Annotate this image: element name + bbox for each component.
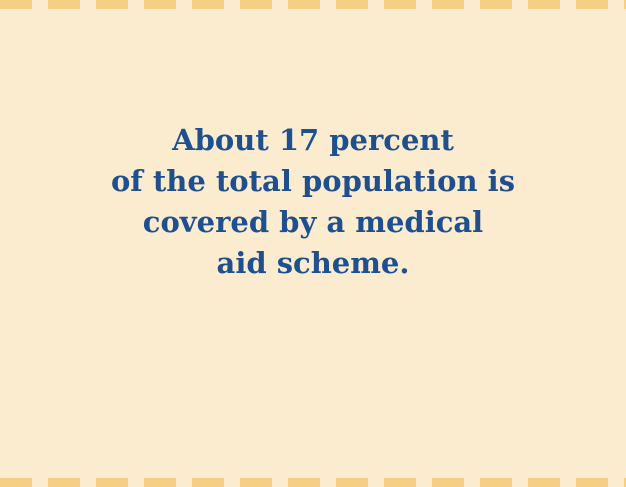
bottom-dashed-border <box>0 478 626 487</box>
callout-line-1: About 17 percent <box>172 123 454 157</box>
callout-line-3: covered by a medical <box>142 205 484 239</box>
callout-line-4: aid scheme. <box>216 246 410 280</box>
callout-text: About 17 percent of the total population… <box>0 120 626 284</box>
callout-line-2: of the total population is <box>110 164 516 198</box>
top-dashed-border <box>0 0 626 9</box>
